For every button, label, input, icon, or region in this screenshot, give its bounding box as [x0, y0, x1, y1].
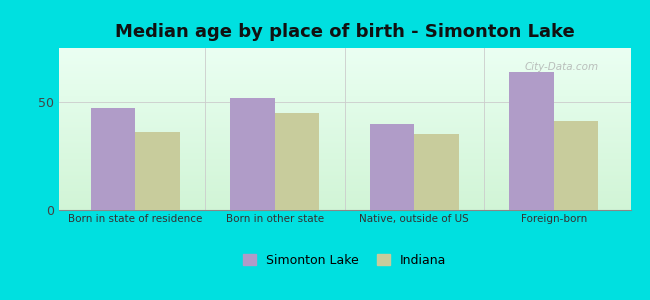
Bar [90, 109, 135, 210]
Text: City-Data.com: City-Data.com [525, 62, 599, 72]
Bar [230, 98, 275, 210]
Legend: Simonton Lake, Indiana: Simonton Lake, Indiana [238, 249, 451, 272]
Bar [414, 134, 459, 210]
Bar [509, 72, 554, 210]
Title: Median age by place of birth - Simonton Lake: Median age by place of birth - Simonton … [114, 23, 575, 41]
Bar [135, 132, 180, 210]
Bar [370, 124, 414, 210]
Bar [554, 122, 599, 210]
Bar [275, 113, 319, 210]
